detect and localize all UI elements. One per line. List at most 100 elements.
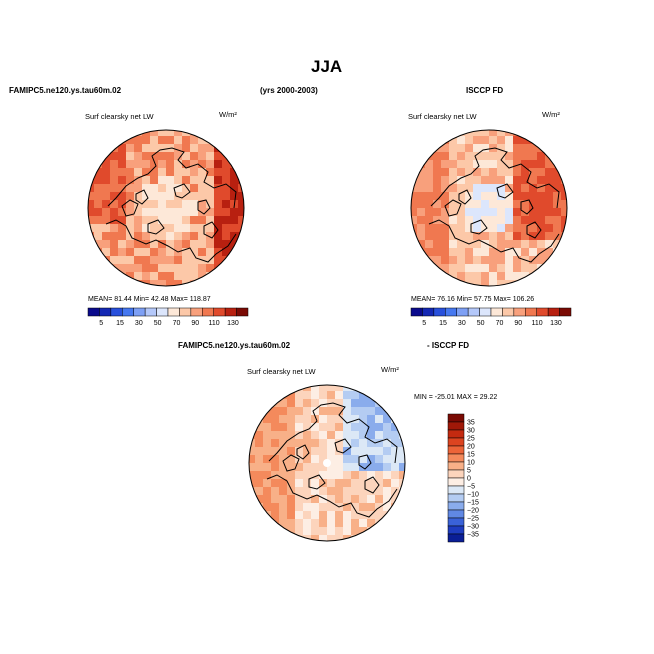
map-cell (335, 487, 343, 495)
map-cell (489, 272, 497, 280)
map-cell (521, 264, 529, 272)
map-cell (351, 527, 359, 535)
map-cell (465, 144, 473, 152)
map-cell (222, 160, 230, 168)
map-cell (206, 224, 214, 232)
map-cell (343, 503, 351, 511)
map-cell (351, 407, 359, 415)
map-cell (287, 407, 295, 415)
map-cell (279, 423, 287, 431)
map-cell (383, 439, 391, 447)
coastline (526, 221, 542, 239)
map-cell (425, 160, 433, 168)
map-cell (94, 200, 102, 208)
map-cell (489, 192, 497, 200)
map-cell (287, 385, 295, 391)
map-cell (230, 224, 238, 232)
map-cell (489, 200, 497, 208)
map-cell (441, 176, 449, 184)
map-cell (383, 495, 391, 503)
map-cell (158, 232, 166, 240)
colorbar-tick-label: 25 (467, 436, 475, 443)
map-cell (537, 160, 545, 168)
map-cell (327, 455, 335, 463)
map-cell (327, 407, 335, 415)
map-cell (88, 240, 94, 248)
map-cell (279, 447, 287, 455)
map-cell (158, 184, 166, 192)
map-cell (118, 208, 126, 216)
map-cell (457, 216, 465, 224)
map-cell (110, 160, 118, 168)
map-cell (263, 447, 271, 455)
map-cell (158, 200, 166, 208)
map-cell (206, 136, 214, 144)
map-cell (375, 391, 383, 399)
map-cell (222, 224, 230, 232)
map-cell (166, 224, 174, 232)
map-cell (126, 200, 134, 208)
map-cell (150, 144, 158, 152)
map-cell (271, 487, 279, 495)
map-cell (505, 192, 513, 200)
map-cell (174, 240, 182, 248)
map-cell (489, 136, 497, 144)
map-cell (433, 216, 441, 224)
map-cell (327, 391, 335, 399)
map-cell (311, 439, 319, 447)
map-cell (359, 455, 367, 463)
panel1-colorbar: 5 15 30 50 70 90 110 130 (87, 307, 249, 327)
map-cell (198, 240, 206, 248)
map-cell (411, 200, 417, 208)
map-cell (174, 130, 182, 136)
map-cell (441, 184, 449, 192)
panel2-variable-label: Surf clearsky net LW (408, 112, 477, 121)
map-cell (142, 160, 150, 168)
map-cell (465, 136, 473, 144)
map-cell (295, 423, 303, 431)
map-cell (110, 240, 118, 248)
map-cell (417, 176, 425, 184)
map-cell (513, 216, 521, 224)
map-cell (367, 415, 375, 423)
map-cell (425, 216, 433, 224)
map-cell (473, 136, 481, 144)
map-cell (425, 192, 433, 200)
map-cell (94, 256, 102, 264)
map-cell (335, 495, 343, 503)
coastline (107, 147, 237, 209)
map-cell (118, 256, 126, 264)
map-boundary (248, 384, 406, 542)
map-cell (134, 168, 142, 176)
colorbar-tick-label: −30 (467, 524, 479, 531)
map-cell (279, 439, 287, 447)
map-cell (263, 479, 271, 487)
map-cell (158, 280, 166, 286)
map-cell (222, 184, 230, 192)
map-cell (198, 200, 206, 208)
map-cell (214, 136, 222, 144)
map-cell (343, 407, 351, 415)
map-cell (255, 495, 263, 503)
map-cell (166, 232, 174, 240)
map-cell (279, 431, 287, 439)
map-cell (255, 479, 263, 487)
map-cell (391, 495, 399, 503)
map-cell (102, 200, 110, 208)
diff-obs-name-label: - ISCCP FD (427, 341, 470, 350)
map-cell (174, 152, 182, 160)
colorbar-swatch (467, 307, 480, 317)
map-cell (166, 264, 174, 272)
map-cell (375, 527, 383, 535)
map-cell (222, 200, 230, 208)
colorbar-tick-label: −25 (467, 516, 479, 523)
map-cell (110, 208, 118, 216)
map-cell (433, 200, 441, 208)
map-cell (150, 184, 158, 192)
map-cell (295, 407, 303, 415)
map-cell (375, 471, 383, 479)
map-cell (279, 455, 287, 463)
map-cell (110, 232, 118, 240)
map-cell (343, 511, 351, 519)
map-cell (271, 495, 279, 503)
